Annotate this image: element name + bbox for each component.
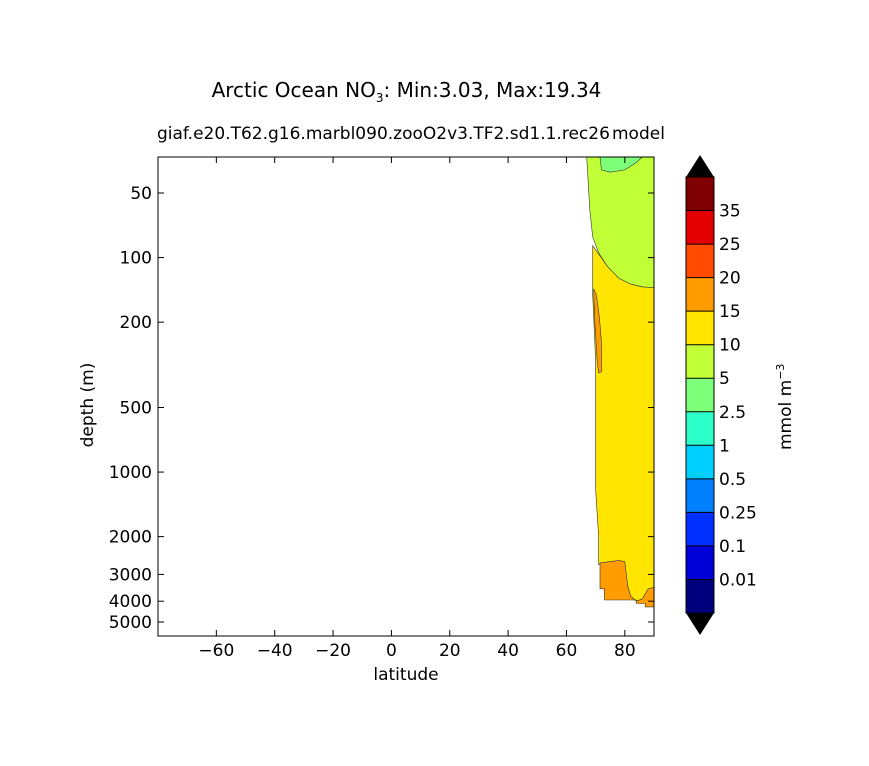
y-tick-label: 200 <box>120 313 152 333</box>
colorbar-tick-label: 0.1 <box>719 537 746 557</box>
y-tick-label: 50 <box>130 184 152 204</box>
colorbar-swatch <box>686 411 714 446</box>
y-tick-label: 5000 <box>109 613 152 633</box>
colorbar-extend-top <box>686 155 714 177</box>
colorbar-swatch <box>686 378 714 412</box>
colorbar-swatch <box>686 277 714 312</box>
colorbar-tick-label: 1 <box>719 436 730 456</box>
colorbar-swatch <box>686 210 714 245</box>
contour-band-1-2.5 <box>647 108 654 146</box>
y-tick-label: 1000 <box>109 463 152 483</box>
colorbar-swatch <box>686 545 714 580</box>
x-tick-label: −60 <box>198 641 234 661</box>
x-tick-label: 20 <box>439 641 461 661</box>
contour-fill-group <box>586 108 654 608</box>
colorbar-tick-label: 25 <box>719 235 741 255</box>
colorbar-tick-label: 0.5 <box>719 470 746 490</box>
colorbar-swatch <box>686 512 714 546</box>
x-tick-label: −40 <box>257 641 293 661</box>
colorbar-tick-label: 0.25 <box>719 503 757 523</box>
colorbar-extend-bottom <box>686 613 714 635</box>
y-tick-label: 500 <box>120 399 152 419</box>
x-tick-label: −20 <box>315 641 351 661</box>
colorbar-swatch <box>686 445 714 479</box>
colorbar-swatch <box>686 311 714 345</box>
contour-band-2.5-5 <box>599 157 643 173</box>
colorbar-tick-label: 0.01 <box>719 570 757 590</box>
colorbar-tick-label: 10 <box>719 336 741 356</box>
colorbar-tick-label: 35 <box>719 202 741 222</box>
colorbar-swatch <box>686 478 714 513</box>
plot-frame <box>157 156 655 637</box>
contour-band-10-15 <box>592 244 654 602</box>
chart-title-suffix: : Min:3.03, Max:19.34 <box>383 78 602 102</box>
colorbar-swatch <box>686 579 714 613</box>
contour-band-15-20-shallow <box>593 288 602 374</box>
colorbar-tick-label: 20 <box>719 269 741 289</box>
model-tag: model <box>612 124 665 144</box>
chart-subtitle: giaf.e20.T62.g16.marbl090.zooO2v3.TF2.sd… <box>157 124 610 144</box>
colorbar-tick-label: 2.5 <box>719 403 746 423</box>
y-tick-label: 3000 <box>109 565 152 585</box>
x-tick-label: 0 <box>386 641 397 661</box>
colorbar-swatch <box>686 177 714 211</box>
chart-title-text: Arctic Ocean NO <box>211 78 376 102</box>
contour-band-15-20-deep <box>599 560 654 608</box>
x-tick-label: 60 <box>556 641 578 661</box>
colorbar-tick-label: 5 <box>719 369 730 389</box>
y-tick-label: 2000 <box>109 528 152 548</box>
y-tick-label: 100 <box>120 249 152 269</box>
x-tick-label: 40 <box>497 641 519 661</box>
colorbar-swatch <box>686 344 714 379</box>
chart-title-subscript: 3 <box>375 91 384 105</box>
colorbar-tick-label: 15 <box>719 302 741 322</box>
x-tick-label: 80 <box>614 641 636 661</box>
colorbar-swatch <box>686 244 714 278</box>
chart-title: Arctic Ocean NO3: Min:3.03, Max:19.34 <box>0 78 813 105</box>
x-axis-label: latitude <box>373 665 439 685</box>
colorbar-frame <box>685 176 715 614</box>
y-tick-label: 4000 <box>109 592 152 612</box>
